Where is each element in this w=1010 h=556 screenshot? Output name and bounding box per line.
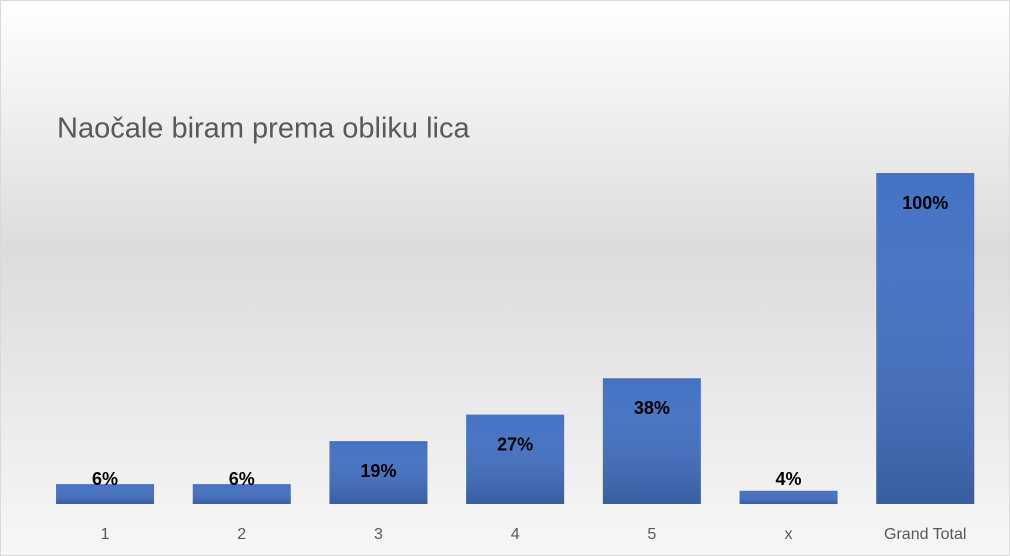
bar-shade bbox=[329, 441, 428, 504]
x-tick-label: 2 bbox=[237, 526, 246, 543]
data-label: 38% bbox=[634, 398, 670, 418]
data-label: 4% bbox=[776, 469, 802, 489]
chart-title: Naočale biram prema obliku lica bbox=[57, 113, 470, 145]
bar-shade bbox=[192, 484, 291, 504]
data-label: 6% bbox=[92, 469, 118, 489]
x-tick-label: 3 bbox=[374, 526, 383, 543]
data-label: 6% bbox=[229, 469, 255, 489]
bar-shade bbox=[602, 378, 701, 504]
data-label: 19% bbox=[360, 461, 396, 481]
x-tick-label: 4 bbox=[511, 526, 520, 543]
x-tick-label: Grand Total bbox=[884, 526, 966, 543]
data-label: 27% bbox=[497, 434, 533, 454]
bar-shade bbox=[739, 490, 838, 504]
x-tick-label: 5 bbox=[647, 526, 656, 543]
data-label: 100% bbox=[902, 193, 948, 213]
x-tick-label: 1 bbox=[101, 526, 110, 543]
bar-shade bbox=[466, 414, 565, 504]
bar-shade bbox=[56, 484, 155, 504]
x-tick-label: x bbox=[785, 526, 793, 543]
bar-shade bbox=[876, 173, 975, 504]
